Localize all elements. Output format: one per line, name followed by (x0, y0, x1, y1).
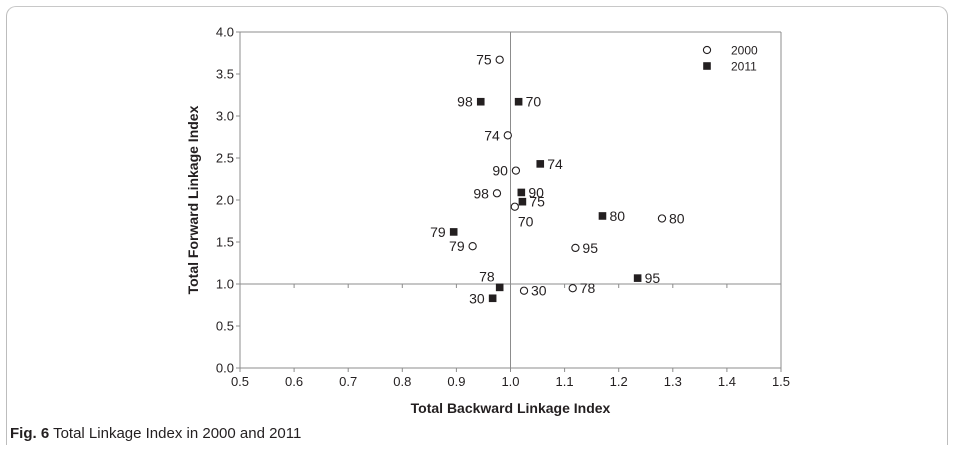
series-2011-label: 75 (529, 194, 545, 210)
series-2011-marker (476, 97, 485, 106)
figure-caption: Fig. 6 Total Linkage Index in 2000 and 2… (10, 425, 301, 442)
x-tick-label: 0.5 (231, 374, 249, 389)
caption-text: Total Linkage Index in 2000 and 2011 (53, 425, 302, 442)
series-2000-marker (492, 189, 502, 198)
series-2000-label: 80 (669, 210, 685, 226)
figure-frame (6, 6, 948, 445)
series-2011-label: 78 (479, 268, 495, 284)
y-tick-label: 1.0 (216, 277, 234, 292)
series-2000-marker (657, 214, 667, 223)
series-2011-label: 30 (469, 290, 485, 306)
series-2000-label: 75 (476, 52, 492, 68)
series-2011-marker (518, 197, 527, 206)
series-2000-marker (511, 166, 521, 175)
series-2000-marker (503, 131, 512, 140)
series-2011-marker (488, 294, 497, 303)
y-tick-label: 2.0 (216, 193, 234, 208)
y-tick-label: 3.0 (216, 109, 234, 124)
legend-marker-2000 (702, 45, 712, 55)
series-2000-label: 30 (531, 283, 547, 299)
series-2011-label: 98 (457, 94, 473, 110)
series-2000-label: 98 (473, 185, 489, 201)
x-tick-label: 1.1 (556, 374, 574, 389)
x-tick-label: 0.9 (447, 374, 465, 389)
y-tick-label: 2.5 (216, 151, 234, 166)
y-tick-label: 1.5 (216, 235, 234, 250)
y-tick-label: 4.0 (216, 25, 234, 40)
x-tick-label: 0.8 (393, 374, 411, 389)
legend-label-2000: 2000 (731, 44, 758, 58)
series-2011-label: 95 (645, 270, 661, 286)
y-tick-label: 3.5 (216, 67, 234, 82)
x-tick-label: 1.2 (610, 374, 628, 389)
legend-marker-2011 (703, 62, 711, 70)
y-tick-label: 0.5 (216, 319, 234, 334)
series-2000-marker (510, 202, 519, 211)
legend-label-2011: 2011 (731, 60, 757, 74)
series-2011-marker (517, 188, 526, 197)
x-tick-label: 0.6 (285, 374, 303, 389)
series-2000-marker (568, 284, 577, 293)
x-tick-label: 1.0 (501, 374, 519, 389)
x-tick-label: 1.4 (718, 374, 736, 389)
series-2000-marker (571, 243, 580, 253)
series-2011-marker (633, 274, 642, 282)
figure-label: Fig. 6 (10, 425, 50, 442)
series-2000-label: 79 (449, 238, 465, 254)
x-axis-ticks: 0.5 0.6 0.7 0.8 0.9 1.0 1.1 1.2 1.3 1.4 1.5 (231, 284, 790, 389)
series-2000-label: 70 (518, 214, 534, 230)
legend: 2000 2011 (702, 44, 758, 74)
series-2000-label: 78 (580, 280, 596, 296)
series-2000-label: 90 (492, 163, 508, 179)
x-tick-label: 0.7 (339, 374, 357, 389)
x-tick-label: 1.3 (664, 374, 682, 389)
y-axis-ticks: 0.0 0.5 1.0 1.5 2.0 2.5 3.0 3.5 4.0 (216, 25, 240, 376)
series-2011-label: 79 (430, 224, 446, 240)
series-2000-label: 74 (484, 127, 500, 143)
y-tick-label: 0.0 (216, 361, 234, 376)
x-axis-title: Total Backward Linkage Index (411, 400, 611, 416)
series-2011-label: 90 (528, 184, 544, 200)
series-2000-label: 95 (582, 240, 598, 256)
series-2011-marker (514, 97, 523, 106)
series-2011-label: 74 (547, 156, 563, 172)
series-2000-marker (495, 55, 504, 64)
series-2011-label: 80 (609, 208, 625, 224)
y-axis-title: Total Forward Linkage Index (185, 105, 201, 294)
series-2011-marker (536, 160, 545, 168)
series-2011-marker (598, 212, 607, 220)
series-2000-marker (468, 242, 477, 251)
scatter-chart: 0.00.51.01.52.02.53.03.54.0 0.5 0.6 0.7 0.8… (185, 25, 790, 417)
series-2011-marker (449, 228, 458, 236)
x-tick-label: 1.5 (772, 374, 790, 389)
series-2011-label: 70 (526, 94, 542, 110)
series-2000-marker (519, 286, 529, 295)
series-2011-marker (495, 283, 504, 292)
